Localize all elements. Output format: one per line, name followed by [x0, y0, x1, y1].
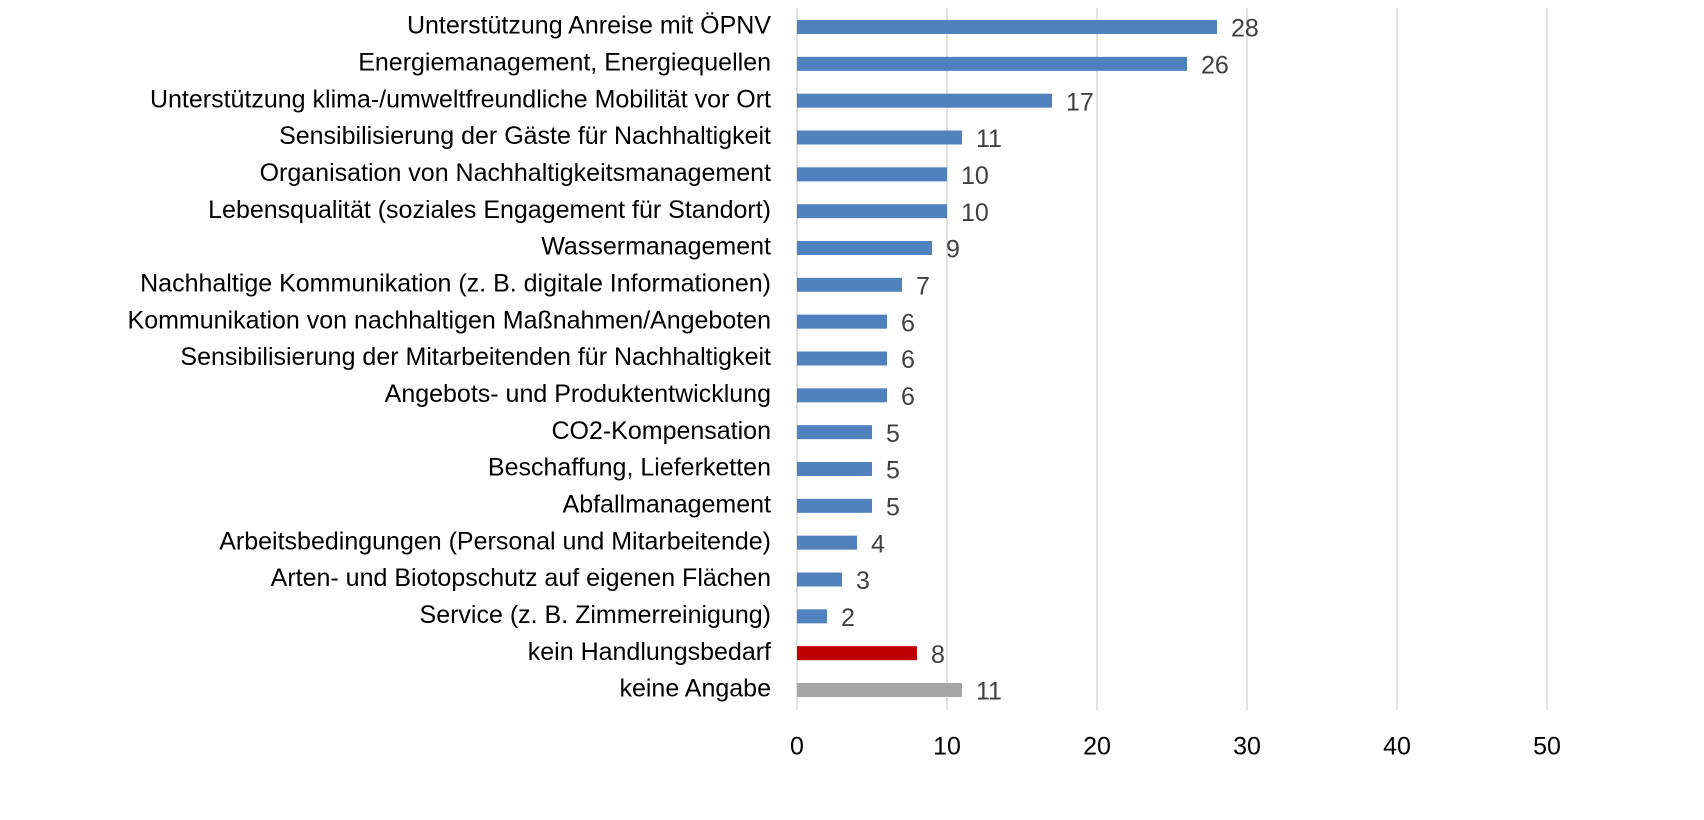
category-label: Sensibilisierung der Gäste für Nachhalti… [279, 122, 771, 150]
data-label: 17 [1066, 88, 1094, 116]
category-label: Arbeitsbedingungen (Personal und Mitarbe… [219, 527, 771, 555]
category-label: Abfallmanagement [563, 490, 772, 518]
bar [797, 56, 1187, 71]
bar [797, 130, 962, 145]
bar [797, 277, 902, 292]
data-label: 26 [1201, 51, 1229, 79]
category-label: Lebensqualität (soziales Engagement für … [208, 196, 771, 224]
data-label: 2 [841, 604, 855, 632]
data-label: 10 [961, 162, 989, 190]
category-label: keine Angabe [619, 675, 771, 703]
category-label: Organisation von Nachhaltigkeitsmanageme… [260, 159, 771, 187]
bar [797, 572, 842, 587]
x-tick-label: 40 [1383, 733, 1411, 761]
data-label: 11 [976, 125, 1002, 153]
category-label: Beschaffung, Lieferketten [488, 454, 771, 482]
data-label: 3 [856, 567, 870, 595]
data-label: 6 [901, 383, 915, 411]
x-tick-label: 10 [933, 733, 961, 761]
x-tick-label: 0 [790, 733, 804, 761]
category-label: Arten- und Biotopschutz auf eigenen Fläc… [271, 564, 771, 592]
bar [797, 646, 917, 661]
data-label: 6 [901, 309, 915, 337]
bar [797, 683, 962, 697]
data-label: 5 [886, 493, 900, 521]
bar [797, 609, 827, 624]
data-label: 5 [886, 420, 900, 448]
data-label: 11 [976, 678, 1002, 706]
category-label: CO2-Kompensation [551, 417, 771, 445]
bar [797, 93, 1052, 108]
bar [797, 204, 947, 219]
category-label: Service (z. B. Zimmerreinigung) [420, 601, 771, 629]
data-label: 9 [946, 236, 960, 264]
data-label: 8 [931, 641, 945, 669]
data-label: 4 [871, 530, 885, 558]
category-label: kein Handlungsbedarf [528, 638, 771, 666]
data-label: 5 [886, 457, 900, 485]
bar [797, 498, 872, 513]
category-label: Unterstützung klima-/umweltfreundliche M… [150, 85, 771, 113]
x-tick-label: 20 [1083, 733, 1111, 761]
data-label: 7 [916, 272, 930, 300]
data-label: 10 [961, 199, 989, 227]
category-label: Wassermanagement [541, 233, 771, 261]
bar [797, 535, 857, 550]
bar [797, 241, 932, 255]
category-label: Angebots- und Produktentwicklung [385, 380, 771, 408]
category-label: Nachhaltige Kommunikation (z. B. digital… [140, 269, 771, 297]
bar [797, 167, 947, 182]
x-tick-label: 30 [1233, 733, 1261, 761]
x-tick-label: 50 [1533, 733, 1561, 761]
data-label: 28 [1231, 15, 1259, 43]
category-label: Sensibilisierung der Mitarbeitenden für … [180, 343, 771, 371]
bar [797, 462, 872, 476]
category-label: Kommunikation von nachhaltigen Maßnahmen… [128, 306, 771, 334]
bar [797, 20, 1217, 34]
bar [797, 425, 872, 440]
data-label: 6 [901, 346, 915, 374]
bar [797, 314, 887, 329]
bar [797, 388, 887, 403]
category-label: Unterstützung Anreise mit ÖPNV [407, 12, 771, 40]
category-label: Energiemanagement, Energiequellen [358, 48, 771, 76]
bar [797, 351, 887, 366]
